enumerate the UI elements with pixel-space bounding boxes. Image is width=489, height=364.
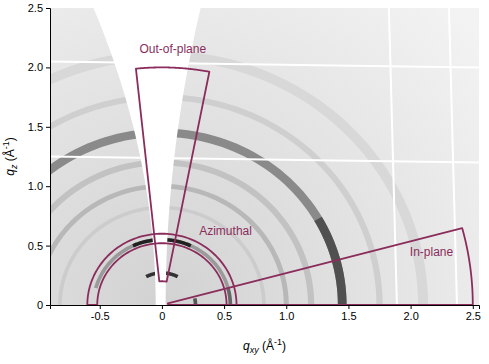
axis-title-unit: (Å xyxy=(2,149,17,164)
diffraction-ring xyxy=(193,298,197,305)
diffraction-ring xyxy=(50,159,314,305)
axis-title-close: ) xyxy=(282,339,286,353)
y-tick: 0.5 xyxy=(28,240,50,252)
integration-regions xyxy=(87,67,472,305)
x-tick: 2.5 xyxy=(466,305,481,322)
detector-gap xyxy=(389,8,397,305)
x-tick-mark xyxy=(286,305,287,309)
x-axis-line xyxy=(51,306,480,310)
axis-title-unit: (Å xyxy=(259,338,274,353)
y-tick-label: 1.0 xyxy=(28,180,43,192)
x-tick-label: 0.5 xyxy=(217,310,232,322)
x-tick-mark xyxy=(162,305,163,309)
y-tick-mark xyxy=(46,8,50,9)
x-tick-mark xyxy=(224,305,225,309)
y-tick-label: 2.5 xyxy=(28,2,43,14)
x-tick: -0.5 xyxy=(91,305,110,322)
x-axis: -0.5 0 0.5 1.0 1.5 2.0 2.5 xyxy=(51,305,481,322)
x-tick-label: 0 xyxy=(159,310,165,322)
y-tick: 2.5 xyxy=(28,2,50,14)
diffraction-ring xyxy=(50,129,347,305)
integration-region xyxy=(87,234,236,305)
y-tick-label: 0.5 xyxy=(28,240,43,252)
x-tick: 1.5 xyxy=(341,305,356,322)
axis-title-superscript: -1 xyxy=(274,337,282,347)
x-axis-title: qxy (Å-1) xyxy=(243,337,286,355)
detector-image xyxy=(50,8,479,305)
detector-gap xyxy=(50,157,479,163)
y-axis: 0 0.5 1.0 1.5 2.0 2.5 xyxy=(28,2,51,311)
x-tick-label: 2.5 xyxy=(466,310,481,322)
y-tick-mark xyxy=(46,186,50,187)
integration-region xyxy=(168,228,473,305)
x-tick-mark xyxy=(411,305,412,309)
y-tick-mark xyxy=(46,246,50,247)
x-tick-label: 2.0 xyxy=(403,310,418,322)
y-tick: 1.5 xyxy=(28,121,50,133)
x-tick-mark xyxy=(473,305,474,309)
diffraction-ring xyxy=(50,94,383,305)
detector-gap xyxy=(50,61,479,67)
axis-title-close: ) xyxy=(3,137,17,141)
region-labels: Out-of-plane Azimuthal In-plane xyxy=(139,42,453,258)
axis-title-superscript: -1 xyxy=(1,141,11,149)
y-axis-title: qz (Å-1) xyxy=(1,137,19,176)
x-tick: 2.0 xyxy=(403,305,418,322)
diffraction-ring xyxy=(50,51,428,305)
y-tick-mark xyxy=(46,67,50,68)
x-tick: 0.5 xyxy=(217,305,232,322)
region-label: Out-of-plane xyxy=(139,42,206,56)
y-axis-line xyxy=(46,9,51,306)
x-tick-mark xyxy=(348,305,349,309)
x-tick: 1.0 xyxy=(279,305,294,322)
integration-region xyxy=(136,67,209,281)
x-tick-label: 1.0 xyxy=(279,310,294,322)
region-label: In-plane xyxy=(410,245,454,259)
y-tick-label: 1.5 xyxy=(28,121,43,133)
detector-gap xyxy=(449,8,457,305)
axis-title-subscript: xy xyxy=(249,345,260,355)
y-tick-mark xyxy=(46,305,50,306)
x-tick-mark xyxy=(100,305,101,309)
giwaxs-chart: Out-of-plane Azimuthal In-plane -0.5 0 0.5 1.0… xyxy=(0,0,489,364)
y-tick-mark xyxy=(46,127,50,128)
x-tick-label: -0.5 xyxy=(91,310,110,322)
y-tick-label: 0 xyxy=(37,299,43,311)
y-tick: 0 xyxy=(37,299,50,311)
diffraction-ring xyxy=(314,217,346,305)
y-tick-label: 2.0 xyxy=(28,61,43,73)
y-tick: 1.0 xyxy=(28,180,50,192)
x-tick-label: 1.5 xyxy=(341,310,356,322)
x-tick: 0 xyxy=(159,305,165,322)
y-tick: 2.0 xyxy=(28,61,50,73)
region-label: Azimuthal xyxy=(199,224,252,238)
